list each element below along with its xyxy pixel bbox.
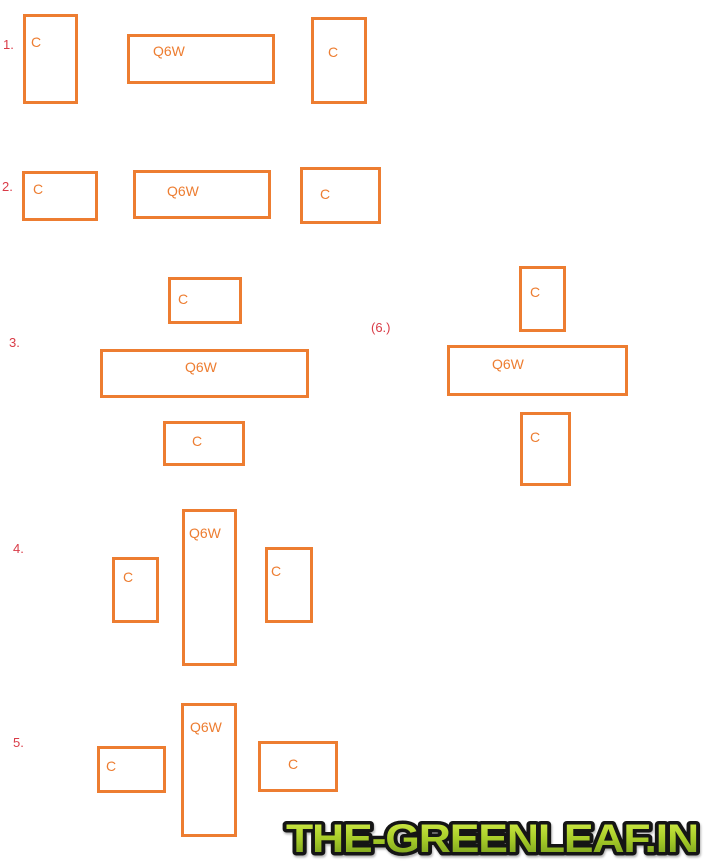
shape-box-2-3: C (300, 167, 381, 224)
shape-box-6-3: C (520, 412, 571, 486)
shape-label: C (33, 181, 44, 197)
shape-label: C (271, 563, 282, 579)
shape-label: C (31, 34, 42, 50)
shape-box-3-1: C (168, 277, 242, 324)
shape-box-2-1: C (22, 171, 98, 221)
shape-box-5-3: C (258, 741, 338, 792)
shape-label: Q6W (167, 183, 199, 199)
group-number-5: 5. (13, 735, 24, 750)
shape-label: C (192, 433, 203, 449)
shape-label: Q6W (185, 359, 217, 375)
shape-box-6-1: C (519, 266, 566, 332)
shape-label: Q6W (153, 43, 185, 59)
shape-label: Q6W (492, 356, 524, 372)
group-number-3: 3. (9, 335, 20, 350)
shape-label: C (178, 291, 189, 307)
shape-label: C (320, 186, 331, 202)
group-number-6: (6.) (371, 320, 391, 335)
shape-label: Q6W (189, 525, 221, 541)
shape-label: Q6W (190, 719, 222, 735)
watermark: THE-GREENLEAF.IN (278, 812, 706, 864)
shape-box-1-3: C (311, 17, 367, 104)
shape-box-3-2: Q6W (100, 349, 309, 398)
group-number-4: 4. (13, 541, 24, 556)
shape-box-5-1: C (97, 746, 166, 793)
shape-label: C (530, 429, 541, 445)
shape-box-6-2: Q6W (447, 345, 628, 396)
group-number-2: 2. (2, 179, 13, 194)
watermark-text: THE-GREENLEAF.IN (286, 817, 698, 861)
shape-label: C (328, 44, 339, 60)
watermark-graphic: THE-GREENLEAF.IN (283, 814, 703, 864)
shape-label: C (106, 758, 117, 774)
shape-box-3-3: C (163, 421, 245, 466)
shape-box-2-2: Q6W (133, 170, 271, 219)
shape-box-4-1: C (112, 557, 159, 623)
shape-box-5-2: Q6W (181, 703, 237, 837)
shape-label: C (288, 756, 299, 772)
shape-box-1-2: Q6W (127, 34, 275, 84)
shape-label: C (123, 569, 134, 585)
shape-box-1-1: C (23, 14, 78, 104)
shape-box-4-2: Q6W (182, 509, 237, 666)
group-number-1: 1. (3, 37, 14, 52)
shape-box-4-3: C (265, 547, 313, 623)
shape-label: C (530, 284, 541, 300)
